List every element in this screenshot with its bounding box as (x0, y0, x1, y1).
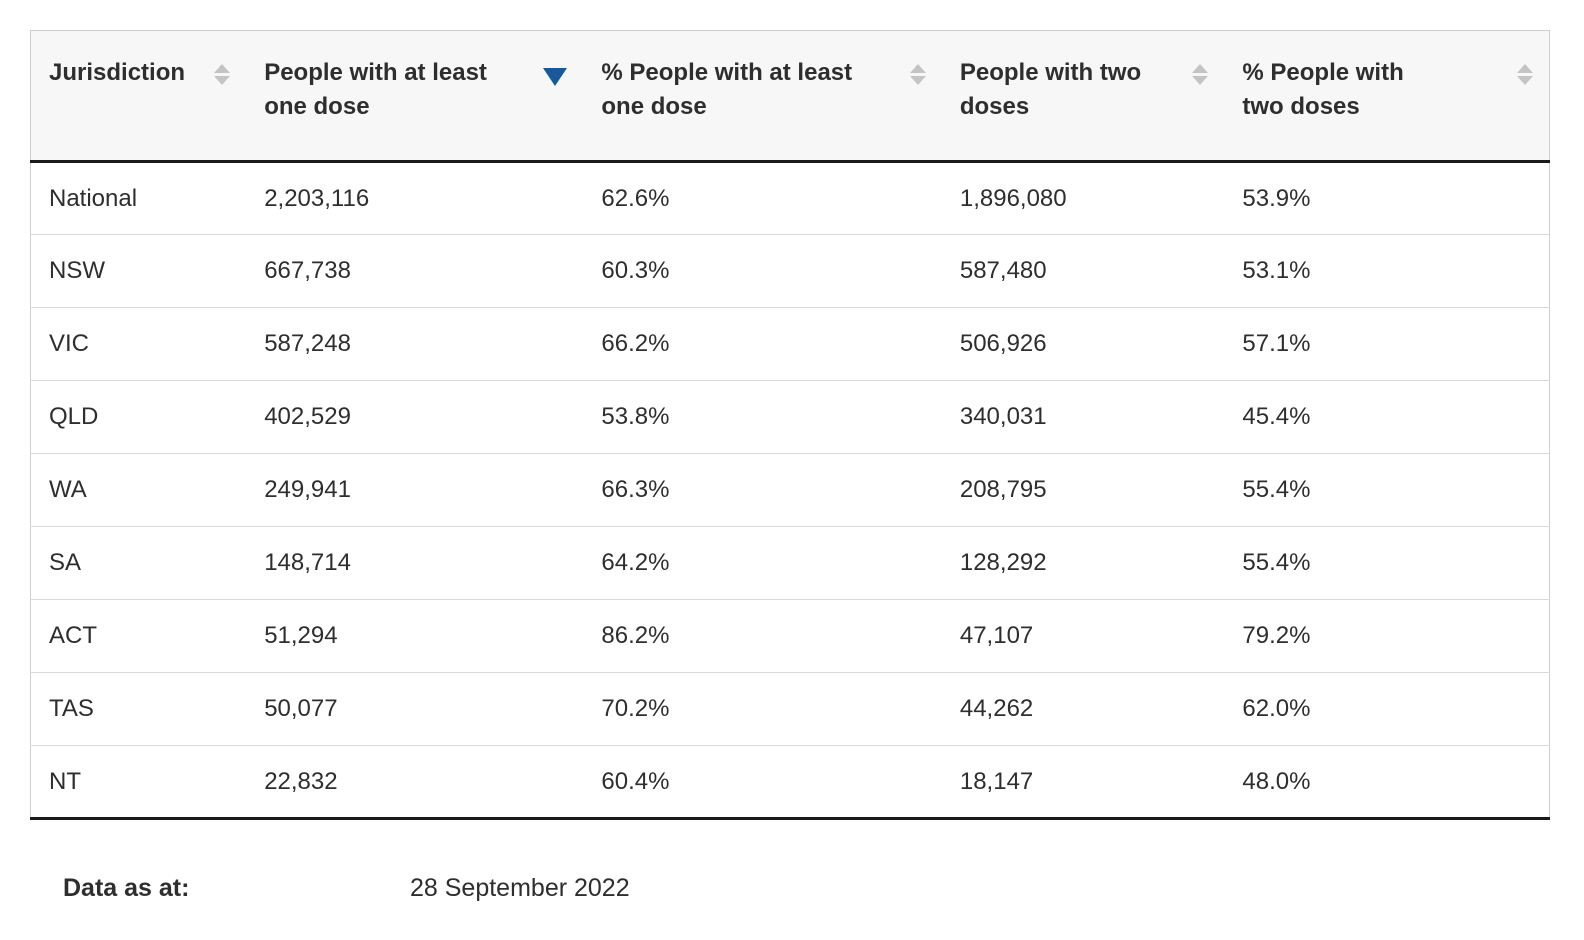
column-header-one-dose[interactable]: People with at least one dose (246, 30, 584, 163)
column-label: % People with at least one dose (601, 59, 853, 120)
header-row: Jurisdiction People with at least one do… (30, 30, 1550, 163)
column-header-two-doses[interactable]: People with two doses (941, 30, 1225, 163)
vaccination-table: Jurisdiction People with at least one do… (30, 30, 1550, 820)
column-label: Jurisdiction (49, 59, 186, 86)
table-cell: ACT (30, 599, 247, 673)
table-cell: NT (30, 745, 247, 819)
table-cell: 44,262 (941, 672, 1225, 746)
table-cell: 57.1% (1224, 307, 1550, 381)
table-cell: 60.4% (583, 745, 942, 819)
sort-unsorted-icon (1517, 64, 1533, 85)
table-cell: NSW (30, 234, 247, 308)
table-cell: 62.0% (1224, 672, 1550, 746)
table-row: National 2,203,116 62.6% 1,896,080 53.9% (30, 161, 1550, 235)
sort-unsorted-icon (1192, 64, 1209, 85)
table-row: NSW 667,738 60.3% 587,480 53.1% (30, 234, 1550, 308)
table-cell: 47,107 (941, 599, 1225, 673)
table-cell: 50,077 (246, 672, 584, 746)
table-cell: 249,941 (246, 453, 584, 527)
table-cell: 66.3% (583, 453, 942, 527)
table-row: WA 249,941 66.3% 208,795 55.4% (30, 453, 1550, 527)
table-header: Jurisdiction People with at least one do… (30, 30, 1550, 163)
table-cell: TAS (30, 672, 247, 746)
table-cell: 402,529 (246, 380, 584, 454)
column-header-pct-two-doses[interactable]: % People with two doses (1224, 30, 1550, 163)
table-cell: 66.2% (583, 307, 942, 381)
table-row: SA 148,714 64.2% 128,292 55.4% (30, 526, 1550, 600)
table-cell: 1,896,080 (941, 161, 1225, 235)
table-cell: 53.9% (1224, 161, 1550, 235)
table-cell: QLD (30, 380, 247, 454)
table-cell: 340,031 (941, 380, 1225, 454)
sort-unsorted-icon (909, 64, 926, 85)
table-row: TAS 50,077 70.2% 44,262 62.0% (30, 672, 1550, 746)
column-header-pct-one-dose[interactable]: % People with at least one dose (583, 30, 942, 163)
data-as-at-label: Data as at: (63, 874, 190, 902)
table-cell: 148,714 (246, 526, 584, 600)
table-body: National 2,203,116 62.6% 1,896,080 53.9% NSW 6… (30, 161, 1550, 819)
table-cell: 18,147 (941, 745, 1225, 819)
page: Jurisdiction People with at least one do… (30, 30, 1550, 903)
table-cell: WA (30, 453, 247, 527)
table-cell: 53.8% (583, 380, 942, 454)
column-label: % People with two doses (1242, 59, 1404, 120)
table-cell: 208,795 (941, 453, 1225, 527)
sort-descending-icon (543, 68, 568, 86)
table-cell: 55.4% (1224, 526, 1550, 600)
table-cell: 128,292 (941, 526, 1225, 600)
table-cell: 86.2% (583, 599, 942, 673)
table-cell: 506,926 (941, 307, 1225, 381)
table-row: ACT 51,294 86.2% 47,107 79.2% (30, 599, 1550, 673)
table-cell: 22,832 (246, 745, 584, 819)
table-cell: 48.0% (1224, 745, 1550, 819)
table-cell: 62.6% (583, 161, 942, 235)
table-cell: 667,738 (246, 234, 584, 308)
table-cell: 64.2% (583, 526, 942, 600)
table-row: QLD 402,529 53.8% 340,031 45.4% (30, 380, 1550, 454)
table-cell: 53.1% (1224, 234, 1550, 308)
table-cell: SA (30, 526, 247, 600)
table-row: VIC 587,248 66.2% 506,926 57.1% (30, 307, 1550, 381)
data-as-at-footer: Data as at: 28 September 2022 (63, 874, 1550, 903)
table-row: NT 22,832 60.4% 18,147 48.0% (30, 745, 1550, 819)
sort-unsorted-icon (214, 64, 231, 85)
table-cell: 2,203,116 (246, 161, 584, 235)
table-cell: 79.2% (1224, 599, 1550, 673)
column-label: People with two doses (959, 59, 1142, 120)
column-header-jurisdiction[interactable]: Jurisdiction (30, 30, 247, 163)
column-label: People with at least one dose (264, 59, 487, 120)
table-cell: VIC (30, 307, 247, 381)
table-cell: 587,480 (941, 234, 1225, 308)
table-cell: 70.2% (583, 672, 942, 746)
table-cell: 60.3% (583, 234, 942, 308)
table-cell: 51,294 (246, 599, 584, 673)
table-cell: 55.4% (1224, 453, 1550, 527)
table-cell: 587,248 (246, 307, 584, 381)
table-cell: 45.4% (1224, 380, 1550, 454)
table-cell: National (30, 161, 247, 235)
data-as-at-value: 28 September 2022 (410, 874, 630, 902)
